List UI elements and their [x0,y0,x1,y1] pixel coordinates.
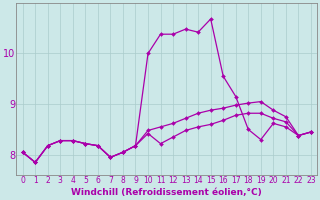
X-axis label: Windchill (Refroidissement éolien,°C): Windchill (Refroidissement éolien,°C) [71,188,262,197]
